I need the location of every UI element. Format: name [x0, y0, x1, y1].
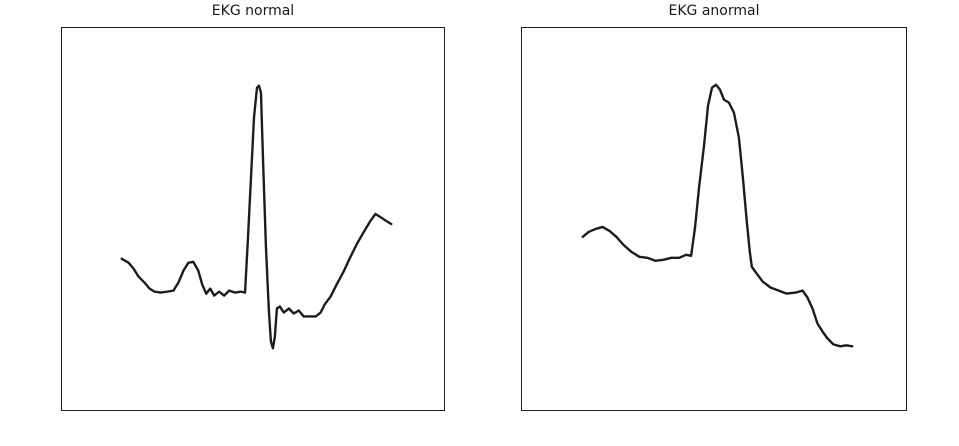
ekg-normal-title: EKG normal — [211, 3, 295, 19]
ekg-abnormal-waveform — [581, 83, 854, 348]
ekg-normal-image — [61, 27, 445, 411]
ekg-normal-trace — [120, 84, 393, 350]
ekg-normal-waveform — [120, 84, 393, 350]
ekg-abnormal-trace — [581, 83, 854, 348]
ekg-abnormal-image — [521, 27, 907, 411]
ekg-abnormal-title: EKG anormal — [668, 3, 760, 19]
